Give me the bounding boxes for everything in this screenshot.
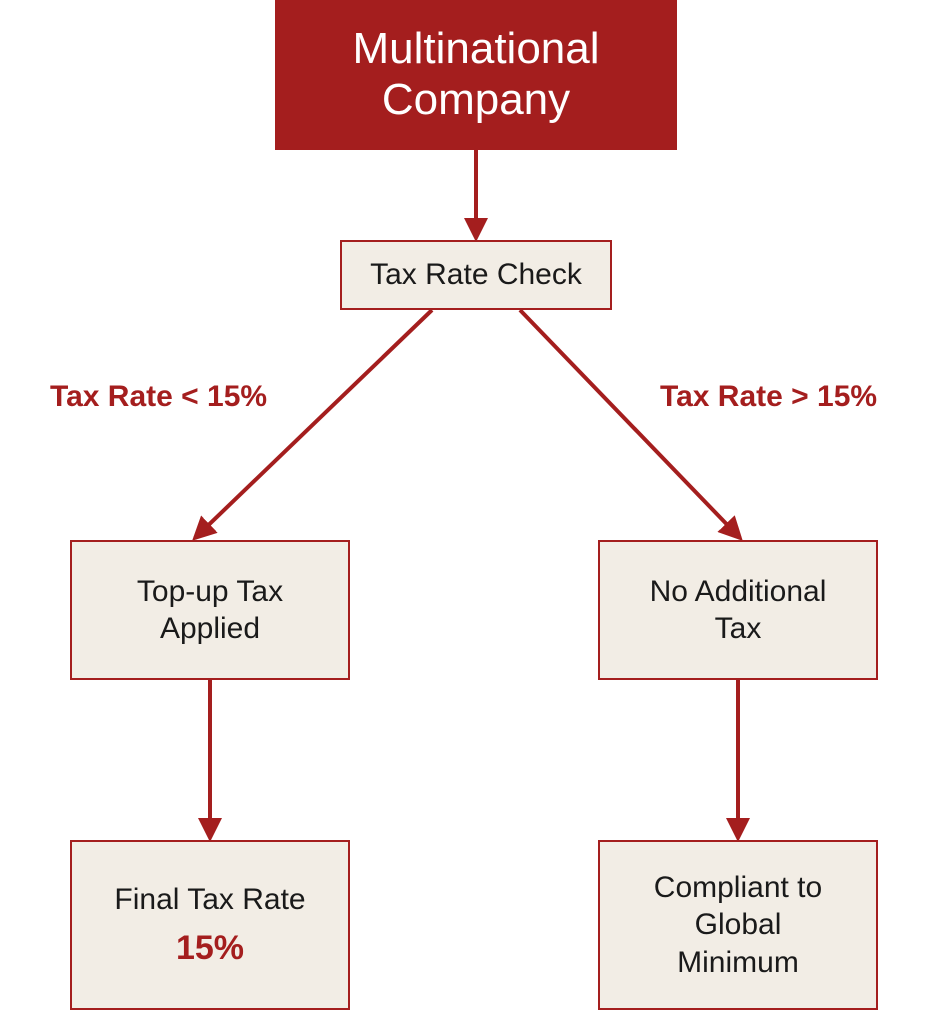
- branch-label-right: Tax Rate > 15%: [660, 380, 877, 414]
- node-label-line2: Global: [695, 906, 782, 944]
- node-label: Tax Rate Check: [370, 258, 582, 292]
- node-final-tax-rate: Final Tax Rate 15%: [70, 840, 350, 1010]
- node-label-line1: Multinational: [352, 24, 599, 75]
- node-label-line1: Compliant to: [654, 869, 822, 907]
- node-label: Final Tax Rate: [114, 881, 305, 919]
- node-tax-rate-check: Tax Rate Check: [340, 240, 612, 310]
- node-label-line1: No Additional: [650, 573, 827, 611]
- node-label-line2: Applied: [160, 610, 260, 648]
- node-compliant-global-minimum: Compliant to Global Minimum: [598, 840, 878, 1010]
- node-topup-tax-applied: Top-up Tax Applied: [70, 540, 350, 680]
- node-label-line1: Top-up Tax: [137, 573, 283, 611]
- final-tax-rate-value: 15%: [176, 927, 244, 970]
- node-no-additional-tax: No Additional Tax: [598, 540, 878, 680]
- node-label-line3: Minimum: [677, 944, 799, 982]
- branch-label-left: Tax Rate < 15%: [50, 380, 267, 414]
- node-label-line2: Company: [382, 75, 570, 126]
- node-multinational-company: Multinational Company: [275, 0, 677, 150]
- node-label-line2: Tax: [715, 610, 762, 648]
